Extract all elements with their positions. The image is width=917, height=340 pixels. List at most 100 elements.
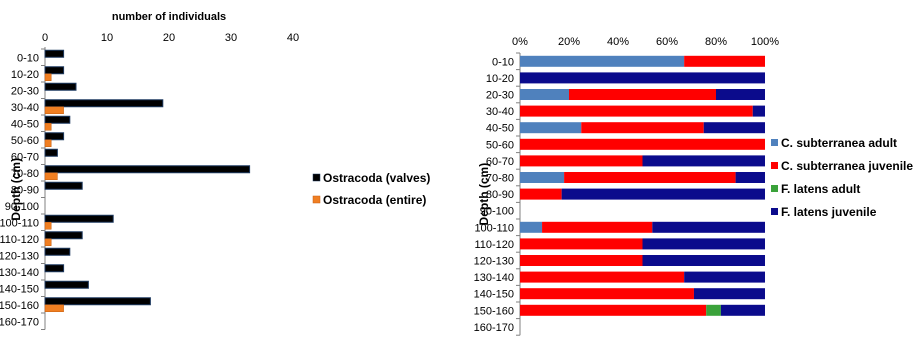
y-tick-label: 80-90 [11,184,39,196]
y-tick-label: 70-80 [486,173,514,185]
bar-segment [520,138,765,150]
legend-label: F. latens adult [781,182,860,196]
bar-entire [44,222,52,230]
bar-segment [520,172,565,183]
bar-valves [44,280,89,289]
bar-segment [520,304,707,316]
y-tick-label: 150-160 [0,300,39,312]
legend-swatch [312,195,321,204]
y-tick-label: 130-140 [0,267,39,279]
legend-swatch [771,185,778,192]
y-tick-label: 0-10 [17,52,39,64]
y-tick-label: 20-30 [11,85,39,97]
legend-swatch [771,139,778,146]
bar-valves [44,231,83,240]
y-tick-label: 30-40 [11,102,39,114]
legend-label: C. subterranea juvenile [781,159,913,173]
bar-valves [44,82,77,91]
y-tick-label: 120-130 [474,256,514,268]
bar-entire [44,73,52,81]
bar-segment [716,89,765,100]
bar-valves [44,99,164,108]
legend-swatch [771,208,778,215]
x-tick-label: 100% [751,36,779,48]
y-tick-label: 100-110 [474,222,514,234]
legend-label: C. subterranea adult [781,136,897,150]
y-tick-label: 160-170 [0,316,39,328]
legend-label: F. latens juvenile [781,205,877,219]
bar-segment [520,221,543,233]
bar-valves [44,181,83,190]
bar-segment [706,304,721,316]
bar-segment [520,55,685,67]
y-tick-label: 20-30 [486,90,514,102]
bar-segment [520,255,643,266]
y-tick-label: 50-60 [11,135,39,147]
y-tick-label: 0-10 [492,56,514,68]
y-tick-label: 40-50 [486,123,514,135]
legend-label: Ostracoda (valves) [323,171,430,185]
bar-segment [642,238,765,250]
bar-segment [561,188,765,200]
x-tick-label: 0% [512,36,528,48]
legend-label: Ostracoda (entire) [323,193,426,207]
bar-segment [520,105,753,117]
y-axis-title: Depth (cm) [477,163,491,226]
chart-ostracoda-counts: number of individuals 0 10 20 30 40 0-10 10-20 2… [0,11,430,330]
y-tick-label: 50-60 [486,139,514,151]
bar-valves [44,214,114,223]
bar-valves [44,115,71,124]
x-tick-label: 80% [705,36,727,48]
bar-segment [520,288,694,300]
bar-segment [520,72,765,84]
y-tick-label: 80-90 [486,189,514,201]
bar-valves [44,132,65,141]
bar-valves [44,66,65,75]
x-tick-label: 40% [607,36,629,48]
bar-segment [520,238,643,250]
bar-segment [564,172,736,183]
x-tick-label: 0 [42,32,48,44]
y-tick-label: 140-150 [474,289,514,301]
bar-entire [44,304,64,312]
y-tick-label: 10-20 [486,73,514,85]
bar-segment [520,155,643,167]
bar-segment [703,122,765,134]
bar-valves [44,247,71,256]
y-tick-label: 30-40 [486,106,514,118]
y-tick-label: 100-110 [0,217,39,229]
y-tick-label: 70-80 [11,168,39,180]
y-tick-label: 130-140 [474,272,514,284]
bar-segment [642,155,765,167]
bar-segment [520,271,685,283]
bar-segment [520,188,562,200]
y-axis-title: Depth (cm) [9,158,23,221]
y-tick-label: 110-120 [474,239,514,251]
legend-swatch [312,173,321,182]
bar-segment [520,89,569,100]
x-tick-label: 10 [101,32,113,44]
bar-segment [581,122,704,134]
y-tick-label: 150-160 [474,305,514,317]
bar-entire [44,238,52,246]
x-tick-label: 60% [656,36,678,48]
bar-segment [520,122,582,134]
y-tick-label: 110-120 [0,234,39,246]
x-axis-title: number of individuals [112,11,226,23]
y-tick-label: 120-130 [0,250,39,262]
legend-swatch [771,162,778,169]
bar-segment [735,172,765,183]
bar-valves [44,165,251,174]
y-tick-label: 60-70 [11,151,39,163]
bar-entire [44,139,52,147]
bar-valves [44,264,65,273]
bar-segment [652,221,765,233]
bar-valves [44,297,151,306]
bar-entire [44,172,58,180]
y-tick-label: 90-100 [5,201,39,213]
x-tick-label: 20% [558,36,580,48]
y-tick-label: 40-50 [11,118,39,130]
y-tick-label: 160-170 [474,322,514,334]
y-tick-label: 10-20 [11,69,39,81]
